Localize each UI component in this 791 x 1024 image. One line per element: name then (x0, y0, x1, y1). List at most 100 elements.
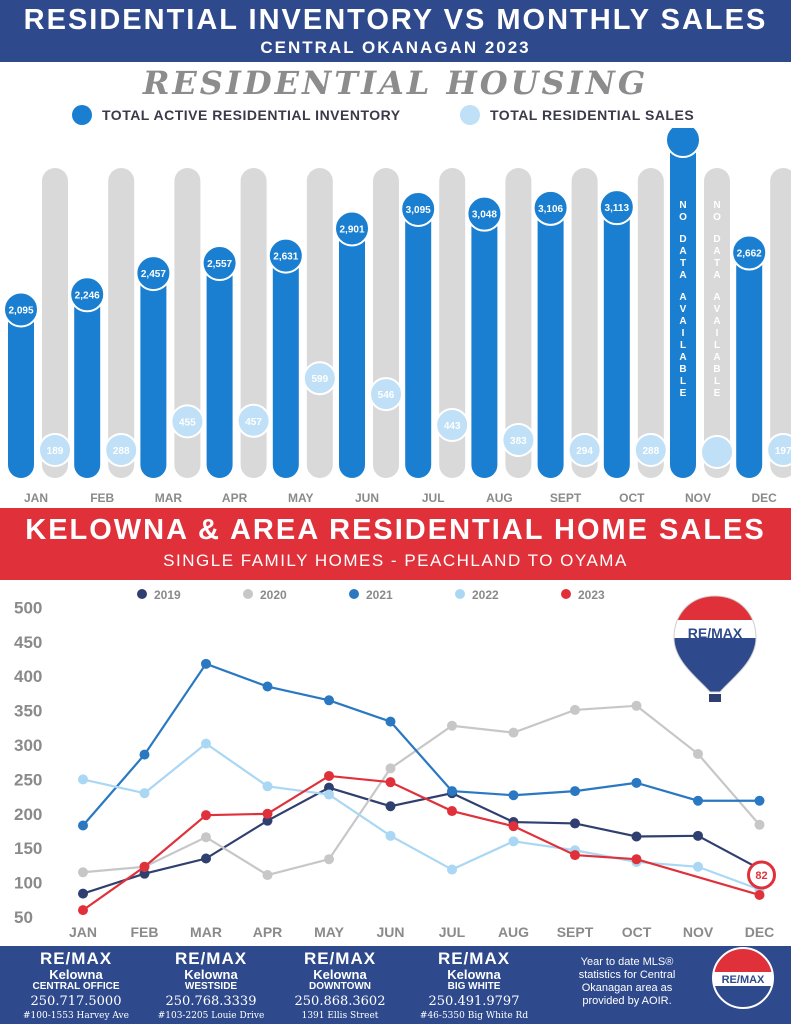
x-tick-label: AUG (498, 924, 529, 940)
y-tick-label: 450 (14, 633, 42, 652)
section2-subtitle: SINGLE FAMILY HOMES - PEACHLAND TO OYAMA (163, 551, 628, 570)
office-city: Kelowna (313, 967, 367, 982)
home-sales-line-chart: 50 100 150 200 250 300 350 400 450 500 JAN FEB MAR AP… (14, 588, 776, 940)
month-label: JUN (355, 491, 379, 505)
y-tick-label: 150 (14, 839, 42, 858)
month-label: NOV (685, 491, 711, 505)
data-point (385, 763, 396, 774)
sales-value-label: 457 (245, 417, 262, 428)
annotation-circle (747, 860, 776, 890)
sales-bar (240, 168, 267, 478)
sales-bar (108, 168, 135, 478)
sales-value-label: 455 (179, 417, 196, 428)
data-point (754, 795, 765, 806)
data-point (508, 727, 519, 738)
sales-value-label: 294 (576, 446, 593, 457)
legend-label: 2021 (366, 588, 393, 602)
data-point (324, 789, 334, 800)
y-tick-label: 400 (14, 667, 42, 686)
month-group: 2,095 189 JAN (3, 168, 72, 505)
data-point (693, 748, 703, 759)
sales-value-label: 546 (378, 390, 395, 401)
office-address: 1391 Ellis Street (301, 1011, 379, 1021)
x-tick-label: MAR (190, 924, 222, 940)
office-city: Kelowna (447, 967, 501, 982)
inventory-value-circle (69, 276, 106, 313)
inventory-bar (272, 253, 299, 478)
data-point (631, 700, 642, 711)
data-point (201, 738, 211, 749)
x-tick-label: FEB (131, 924, 159, 940)
legend-swatch (243, 589, 253, 599)
series-line (82, 774, 760, 912)
logo-white-band (674, 620, 756, 640)
data-point (693, 861, 703, 872)
data-point (324, 770, 334, 781)
inventory-value-circle (334, 210, 370, 247)
x-tick-label: DEC (745, 924, 775, 940)
office-area: DOWNTOWN (308, 981, 372, 992)
data-point (139, 868, 150, 879)
month-group: 2,557 457 APR (201, 168, 271, 505)
series-line (82, 704, 761, 877)
inventory-value-label: 2,457 (141, 269, 166, 280)
logo-text: RE/MAX (722, 974, 765, 986)
sales-value-circle (766, 433, 791, 467)
inventory-bar (339, 226, 365, 478)
series-2022 (78, 738, 765, 895)
inventory-value-circle (135, 255, 172, 292)
data-point (447, 786, 457, 797)
data-point (262, 781, 273, 792)
sales-value-circle (236, 403, 271, 438)
inventory-value-label: 3,113 (605, 203, 630, 214)
inventory-value-circle (665, 128, 701, 158)
data-point (570, 704, 580, 715)
month-label: FEB (90, 491, 114, 505)
sales-value-circle (38, 433, 72, 467)
x-tick-label: JUL (439, 924, 466, 940)
y-tick-label: 300 (14, 736, 42, 755)
inventory-bar (736, 250, 763, 478)
month-label: SEPT (550, 491, 582, 505)
logo-text: RE/MAX (688, 625, 743, 641)
y-tick-label: 50 (14, 908, 33, 927)
office-phone: 250.768.3339 (165, 994, 257, 1009)
month-group: 3,106 294 SEPT (532, 168, 602, 505)
data-point (385, 801, 396, 812)
inventory-value-circle (400, 190, 437, 227)
inventory-value-circle (731, 234, 768, 271)
inventory-value-label: 3,095 (406, 205, 431, 216)
series-line (82, 662, 760, 827)
data-point (385, 830, 396, 841)
data-point (78, 820, 88, 831)
sales-value-label: 599 (311, 374, 328, 385)
y-tick-label: 350 (14, 702, 42, 721)
series-2021 (78, 658, 765, 831)
data-point (385, 777, 396, 788)
inventory-value-circle (466, 195, 503, 232)
section1-title: RESIDENTIAL HOUSING (142, 64, 649, 102)
month-label: AUG (486, 491, 513, 505)
sales-bar (704, 168, 730, 478)
y-tick-label: 100 (14, 874, 42, 893)
data-point (78, 888, 88, 899)
x-tick-label: OCT (622, 924, 652, 940)
data-point (78, 774, 88, 785)
annotation-label: 82 (755, 870, 767, 882)
remax-balloon-logo-small: RE/MAX (712, 947, 774, 1009)
legend-label: 2022 (472, 588, 499, 602)
inventory-value-label: 2,901 (339, 224, 364, 235)
data-point (631, 854, 642, 865)
office-brand: RE/MAX (39, 949, 113, 968)
logo-basket (709, 694, 721, 702)
data-point (631, 777, 642, 788)
inventory-value-circle (267, 237, 304, 274)
data-point (262, 681, 273, 692)
legend-label: 2019 (154, 588, 181, 602)
office-address: #46-5350 Big White Rd (419, 1011, 529, 1021)
data-point (570, 818, 580, 829)
inventory-bar (670, 138, 696, 478)
inventory-bar (537, 205, 564, 479)
data-point (631, 831, 642, 842)
inventory-value-circle (3, 291, 39, 328)
